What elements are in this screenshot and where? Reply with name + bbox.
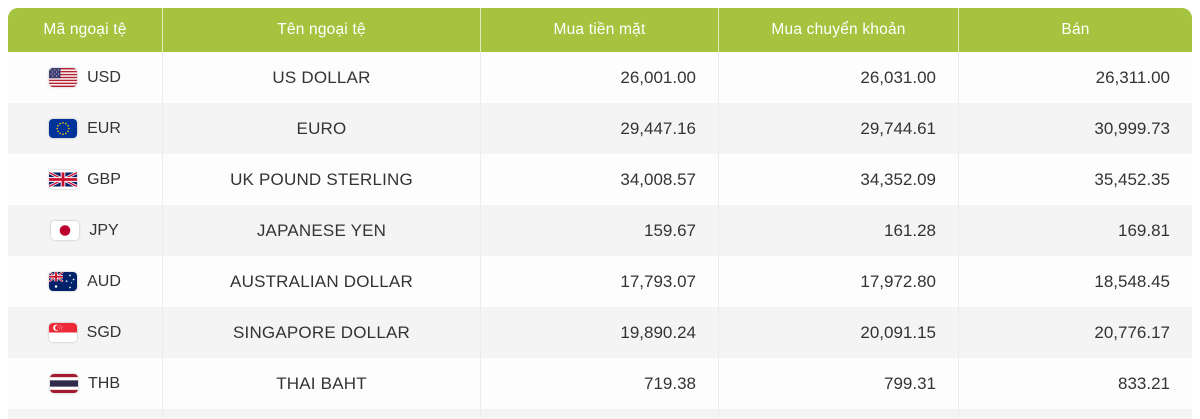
thb-flag-icon [50,374,78,393]
sell-value: 18,548.45 [958,256,1192,307]
table-row-eur: EUR EURO 29,447.16 29,744.61 30,999.73 [8,103,1192,154]
currency-code-cell: JPY [8,205,162,256]
column-header-currency-code: Mã ngoại tệ [43,21,127,38]
sell-value: 833.21 [958,358,1192,409]
transfer-buy-value: 34,352.09 [718,154,958,205]
transfer-buy-value: 20,091.15 [718,307,958,358]
transfer-buy-value: 17,972.80 [718,256,958,307]
currency-code-cell: EUR [8,103,162,154]
currency-name: AUSTRALIAN DOLLAR [162,256,480,307]
exchange-rate-table: Mã ngoại tệ Tên ngoại tệ Mua tiền mặt Mu… [8,8,1192,419]
currency-code: EUR [87,119,121,137]
currency-name: SINGAPORE DOLLAR [162,307,480,358]
column-header-currency-name: Tên ngoại tệ [162,8,480,52]
currency-name: EURO [162,103,480,154]
transfer-buy-value: 26,031.00 [718,52,958,103]
currency-code: GBP [87,170,121,188]
currency-name: JAPANESE YEN [162,205,480,256]
cash-buy-value: 19,890.24 [480,307,718,358]
transfer-buy-value: 161.28 [718,205,958,256]
currency-code-cell: AUD [8,256,162,307]
table-row-aud: AUD AUSTRALIAN DOLLAR 17,793.07 17,972.8… [8,256,1192,307]
column-header-cash-buy: Mua tiền mặt [480,8,718,52]
usd-flag-icon [49,68,78,87]
sgd-flag-icon [48,323,77,342]
sell-value: 20,776.17 [958,307,1192,358]
table-row-partial [8,409,1192,419]
table-row-sgd: SGD SINGAPORE DOLLAR 19,890.24 20,091.15… [8,307,1192,358]
currency-code: JPY [89,221,119,239]
transfer-buy-value: 799.31 [718,358,958,409]
currency-code: SGD [86,323,122,341]
currency-code: THB [88,374,120,392]
currency-code-cell: SGD [8,307,162,358]
sell-value: 169.81 [958,205,1192,256]
currency-code-cell: GBP [8,154,162,205]
currency-code: USD [87,68,121,86]
jpy-flag-icon [51,221,80,240]
table-body: USD US DOLLAR 26,001.00 26,031.00 26,311… [8,52,1192,419]
transfer-buy-value: 29,744.61 [718,103,958,154]
sell-value: 35,452.35 [958,154,1192,205]
eur-flag-icon [49,119,78,138]
currency-name: UK POUND STERLING [162,154,480,205]
currency-name: THAI BAHT [162,358,480,409]
cash-buy-value: 29,447.16 [480,103,718,154]
column-header-transfer-buy: Mua chuyển khoản [718,8,958,52]
table-row-jpy: JPY JAPANESE YEN 159.67 161.28 169.81 [8,205,1192,256]
cash-buy-value: 17,793.07 [480,256,718,307]
currency-code-cell: USD [8,52,162,103]
table-row-usd: USD US DOLLAR 26,001.00 26,031.00 26,311… [8,52,1192,103]
table-header-row: Mã ngoại tệ Tên ngoại tệ Mua tiền mặt Mu… [8,8,1192,52]
cash-buy-value: 34,008.57 [480,154,718,205]
cash-buy-value: 159.67 [480,205,718,256]
sell-value: 30,999.73 [958,103,1192,154]
column-header-sell: Bán [958,8,1192,52]
currency-code: AUD [87,272,121,290]
currency-name: US DOLLAR [162,52,480,103]
cash-buy-value: 26,001.00 [480,52,718,103]
table-row-gbp: GBP UK POUND STERLING 34,008.57 34,352.0… [8,154,1192,205]
sell-value: 26,311.00 [958,52,1192,103]
gbp-flag-icon [49,170,78,189]
currency-code-cell: THB [8,358,162,409]
aud-flag-icon [49,272,78,291]
table-row-thb: THB THAI BAHT 719.38 799.31 833.21 [8,358,1192,409]
cash-buy-value: 719.38 [480,358,718,409]
